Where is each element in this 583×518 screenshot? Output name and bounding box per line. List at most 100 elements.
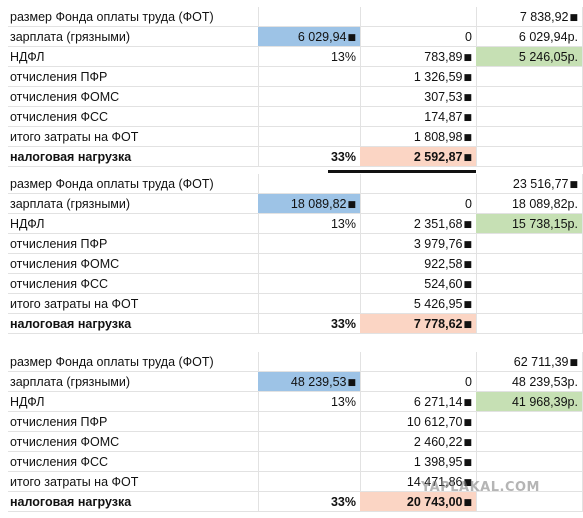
value-cell[interactable] [476,412,582,432]
row-label-cell[interactable]: отчисления ФСС [8,107,258,127]
row-label-cell[interactable]: отчисления ФОМС [8,432,258,452]
value-cell[interactable] [476,274,582,294]
value-cell[interactable]: 1 808,98■ [360,127,476,147]
row-label-cell[interactable]: НДФЛ [8,47,258,67]
value-cell[interactable] [476,452,582,472]
value-cell[interactable] [476,67,582,87]
row-label-cell[interactable]: отчисления ФОМС [8,254,258,274]
value-cell[interactable]: 10 612,70■ [360,412,476,432]
row-label-cell[interactable]: налоговая нагрузка [8,492,258,512]
value-cell[interactable]: 15 738,15р. [476,214,582,234]
value-cell[interactable]: 307,53■ [360,87,476,107]
cell-value: 6 029,94р. [518,30,578,44]
value-cell[interactable]: 33% [258,147,360,167]
value-cell[interactable] [258,412,360,432]
value-cell[interactable]: 13% [258,214,360,234]
row-label-cell[interactable]: итого затраты на ФОТ [8,294,258,314]
value-cell[interactable]: 6 271,14■ [360,392,476,412]
value-cell[interactable]: 7 778,62■ [360,314,476,334]
row-label-cell[interactable]: размер Фонда оплаты труда (ФОТ) [8,352,258,372]
value-cell[interactable]: 13% [258,392,360,412]
value-cell[interactable]: 174,87■ [360,107,476,127]
cell-value: 13% [330,217,356,231]
value-cell[interactable] [360,7,476,27]
value-cell[interactable]: 18 089,82■ [258,194,360,214]
value-cell[interactable]: 48 239,53■ [258,372,360,392]
value-cell[interactable] [258,174,360,194]
row-label-cell[interactable]: размер Фонда оплаты труда (ФОТ) [8,174,258,194]
row-label-cell[interactable]: итого затраты на ФОТ [8,127,258,147]
row-label-cell[interactable]: НДФЛ [8,392,258,412]
value-cell[interactable] [476,234,582,254]
row-label-cell[interactable]: отчисления ПФР [8,234,258,254]
value-cell[interactable] [258,127,360,147]
row-label-cell[interactable]: итого затраты на ФОТ [8,472,258,492]
row-label-cell[interactable]: НДФЛ [8,214,258,234]
value-cell[interactable] [476,147,582,167]
value-cell[interactable]: 33% [258,314,360,334]
value-cell[interactable] [476,472,582,492]
value-cell[interactable]: 0 [360,372,476,392]
value-cell[interactable]: 783,89■ [360,47,476,67]
value-cell[interactable] [476,314,582,334]
value-cell[interactable] [258,294,360,314]
value-cell[interactable] [258,7,360,27]
row-label-cell[interactable]: зарплата (грязными) [8,27,258,47]
value-cell[interactable]: 3 979,76■ [360,234,476,254]
value-cell[interactable] [258,274,360,294]
value-cell[interactable] [476,492,582,512]
value-cell[interactable]: 5 426,95■ [360,294,476,314]
row-label-cell[interactable]: отчисления ФСС [8,452,258,472]
currency-glyph-icon: ■ [463,438,472,448]
value-cell[interactable]: 2 460,22■ [360,432,476,452]
row-label-cell[interactable]: отчисления ПФР [8,412,258,432]
row-label-cell[interactable]: зарплата (грязными) [8,372,258,392]
value-cell[interactable] [258,234,360,254]
value-cell[interactable] [476,294,582,314]
value-cell[interactable] [476,107,582,127]
value-cell[interactable]: 2 592,87■ [360,147,476,167]
value-cell[interactable]: 7 838,92■ [476,7,582,27]
value-cell[interactable]: 62 711,39■ [476,352,582,372]
value-cell[interactable]: 13% [258,47,360,67]
value-cell[interactable]: 2 351,68■ [360,214,476,234]
value-cell[interactable]: 6 029,94■ [258,27,360,47]
row-label-cell[interactable]: зарплата (грязными) [8,194,258,214]
value-cell[interactable]: 20 743,00■ [360,492,476,512]
value-cell[interactable] [258,472,360,492]
value-cell[interactable]: 14 471,86■ [360,472,476,492]
value-cell[interactable]: 6 029,94р. [476,27,582,47]
value-cell[interactable] [258,254,360,274]
value-cell[interactable] [258,432,360,452]
cell-value: 5 426,95 [413,297,463,311]
row-label-cell[interactable]: отчисления ПФР [8,67,258,87]
value-cell[interactable]: 18 089,82р. [476,194,582,214]
value-cell[interactable] [258,87,360,107]
value-cell[interactable]: 1 398,95■ [360,452,476,472]
value-cell[interactable]: 1 326,59■ [360,67,476,87]
value-cell[interactable]: 48 239,53р. [476,372,582,392]
value-cell[interactable]: 922,58■ [360,254,476,274]
value-cell[interactable] [476,432,582,452]
value-cell[interactable] [258,352,360,372]
value-cell[interactable] [476,254,582,274]
value-cell[interactable] [360,174,476,194]
value-cell[interactable]: 23 516,77■ [476,174,582,194]
row-label-cell[interactable]: налоговая нагрузка [8,147,258,167]
value-cell[interactable] [476,87,582,107]
row-label-cell[interactable]: отчисления ФОМС [8,87,258,107]
value-cell[interactable]: 33% [258,492,360,512]
value-cell[interactable] [476,127,582,147]
value-cell[interactable]: 5 246,05р. [476,47,582,67]
row-label-cell[interactable]: размер Фонда оплаты труда (ФОТ) [8,7,258,27]
row-label-cell[interactable]: налоговая нагрузка [8,314,258,334]
value-cell[interactable] [258,452,360,472]
value-cell[interactable]: 524,60■ [360,274,476,294]
value-cell[interactable]: 41 968,39р. [476,392,582,412]
value-cell[interactable] [258,67,360,87]
value-cell[interactable]: 0 [360,194,476,214]
row-label-cell[interactable]: отчисления ФСС [8,274,258,294]
value-cell[interactable] [258,107,360,127]
value-cell[interactable]: 0 [360,27,476,47]
value-cell[interactable] [360,352,476,372]
